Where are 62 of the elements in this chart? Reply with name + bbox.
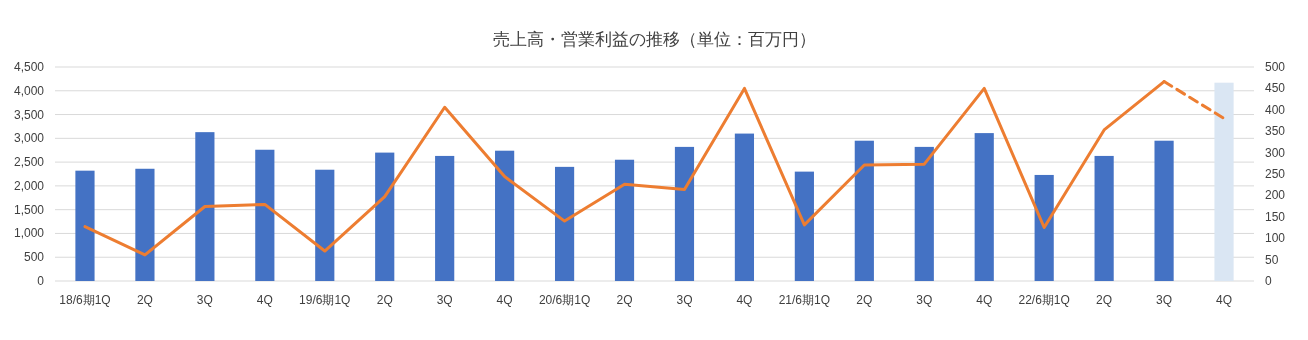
- y2-tick-label: 100: [1265, 231, 1286, 246]
- y-tick-label: 0: [37, 274, 45, 288]
- bar: [315, 169, 335, 281]
- bar: [1034, 174, 1054, 281]
- y2-tick-label: 250: [1265, 167, 1286, 181]
- bar: [1154, 140, 1174, 281]
- bar: [674, 146, 695, 281]
- x-tick-label: 3Q: [436, 293, 453, 307]
- bar: [554, 166, 575, 281]
- x-tick-label: 4Q: [1216, 293, 1233, 307]
- y2-tick-label: 450: [1265, 81, 1286, 96]
- y2-tick-label: 500: [1265, 60, 1286, 74]
- bar: [255, 149, 275, 281]
- bar: [75, 170, 95, 281]
- y2-tick-label: 0: [1265, 274, 1272, 288]
- bar: [195, 132, 215, 281]
- x-tick-label: 3Q: [196, 293, 213, 307]
- bar: [1214, 82, 1234, 281]
- y2-tick-label: 150: [1265, 209, 1286, 224]
- x-tick-label: 2Q: [856, 293, 873, 307]
- y-tick-label: 3,000: [13, 131, 45, 146]
- y2-tick-label: 200: [1265, 188, 1286, 203]
- x-tick-label: 4Q: [496, 293, 513, 307]
- bar: [614, 159, 635, 281]
- y-tick-label: 500: [23, 250, 45, 265]
- bar: [734, 133, 755, 281]
- x-tick-label: 21/6期1Q: [778, 293, 831, 307]
- x-tick-label: 4Q: [256, 293, 273, 307]
- x-tick-label: 2Q: [136, 293, 153, 307]
- bar: [794, 171, 814, 281]
- y2-tick-label: 50: [1265, 252, 1279, 267]
- bar: [854, 140, 874, 281]
- y-tick-label: 4,000: [13, 83, 45, 98]
- chart-title: 売上高・営業利益の推移（単位：百万円）: [492, 30, 816, 49]
- y2-tick-label: 400: [1265, 102, 1286, 117]
- y-tick-label: 2,500: [13, 155, 45, 170]
- bar: [375, 152, 395, 281]
- y2-tick-label: 300: [1265, 145, 1286, 160]
- y-tick-label: 4,500: [13, 60, 45, 74]
- bar: [974, 133, 994, 281]
- bar: [435, 155, 455, 281]
- bar: [914, 146, 934, 281]
- x-tick-label: 4Q: [976, 293, 993, 307]
- bar: [495, 150, 515, 281]
- x-tick-label: 4Q: [736, 293, 753, 307]
- x-tick-label: 18/6期1Q: [59, 293, 111, 307]
- x-tick-label: 20/6期1Q: [538, 293, 591, 307]
- y-tick-label: 2,000: [13, 178, 45, 193]
- x-tick-label: 3Q: [916, 293, 933, 307]
- x-tick-label: 2Q: [1096, 293, 1113, 307]
- y-tick-label: 1,000: [13, 226, 45, 241]
- x-tick-label: 2Q: [616, 293, 633, 307]
- x-tick-label: 3Q: [1156, 293, 1173, 307]
- y2-tick-label: 350: [1265, 124, 1286, 139]
- x-tick-label: 3Q: [676, 293, 693, 307]
- x-tick-label: 22/6期1Q: [1018, 293, 1070, 307]
- y-tick-label: 3,500: [13, 107, 45, 122]
- bar: [135, 168, 155, 281]
- y-tick-label: 1,500: [13, 202, 45, 217]
- x-tick-label: 2Q: [376, 293, 393, 307]
- x-tick-label: 19/6期1Q: [299, 293, 351, 307]
- bar: [1094, 155, 1114, 281]
